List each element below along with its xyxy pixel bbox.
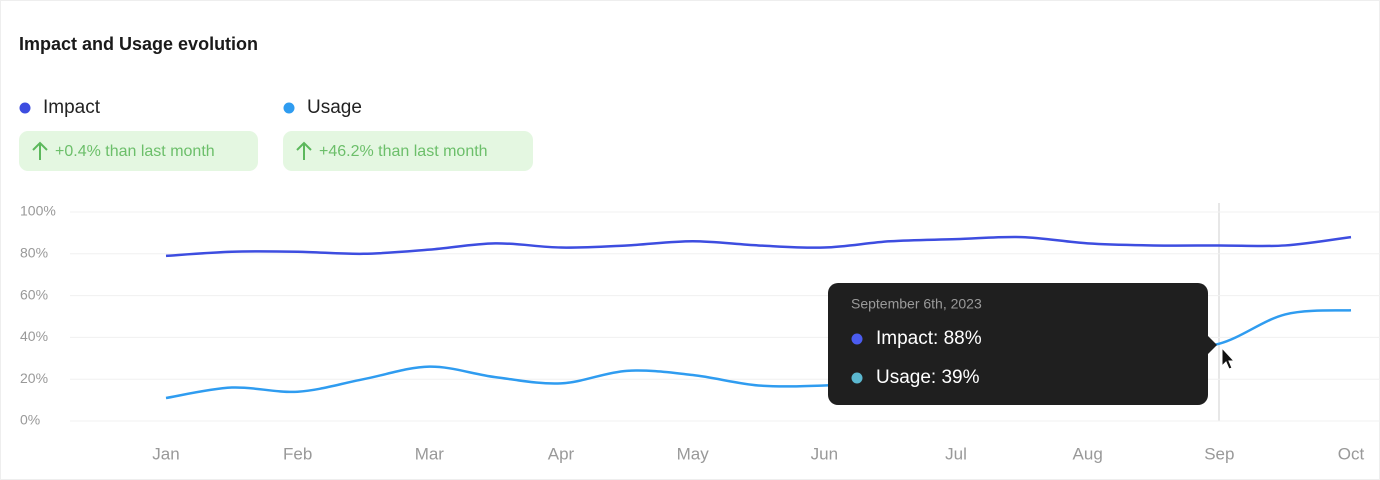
legend-dot: [283, 102, 295, 114]
x-tick-label: Oct: [1338, 444, 1365, 463]
y-tick-label: 60%: [20, 286, 48, 302]
x-tick-label: Jan: [152, 444, 179, 463]
tooltip-item: Impact: 88%: [876, 328, 982, 349]
badge-arrow: [296, 141, 312, 160]
tooltip-pointer: [1208, 336, 1217, 354]
x-tick-label: May: [677, 444, 710, 463]
y-tick-label: 40%: [20, 328, 48, 344]
legend-dot: [19, 102, 31, 114]
y-tick-label: 0%: [20, 412, 40, 428]
legend: Impact +0.4% than last month Usage +46.2% t…: [19, 97, 533, 171]
cursor: [1221, 346, 1236, 370]
badge: [283, 131, 533, 171]
x-tick-label: Jun: [811, 444, 838, 463]
series-line: [165, 235, 1352, 258]
tooltip-date: September 6th, 2023: [851, 296, 982, 312]
x-tick-label: Feb: [283, 444, 312, 463]
y-tick-label: 100%: [20, 203, 56, 219]
tooltip-box: [828, 283, 1208, 405]
x-tick-label: Mar: [415, 444, 445, 463]
tooltip-dot: [851, 372, 863, 384]
badge-arrow: [32, 141, 48, 160]
x-tick-label: Aug: [1073, 444, 1103, 463]
badge: [19, 131, 258, 171]
x-tick-label: Jul: [945, 444, 967, 463]
tooltip-dot: [851, 333, 863, 345]
chart-title: Impact and Usage evolution: [19, 34, 258, 54]
badge-text: +0.4% than last month: [55, 143, 215, 160]
x-tick-label: Sep: [1204, 444, 1234, 463]
tooltip-item: Usage: 39%: [876, 367, 980, 388]
legend-label: Usage: [307, 97, 362, 118]
legend-label: Impact: [43, 97, 101, 118]
tooltip: September 6th, 2023 Impact: 88% Usage: 39…: [828, 283, 1217, 405]
y-tick-label: 20%: [20, 370, 48, 386]
y-tick-label: 80%: [20, 245, 48, 261]
x-tick-label: Apr: [548, 444, 575, 463]
badge-text: +46.2% than last month: [319, 143, 488, 160]
